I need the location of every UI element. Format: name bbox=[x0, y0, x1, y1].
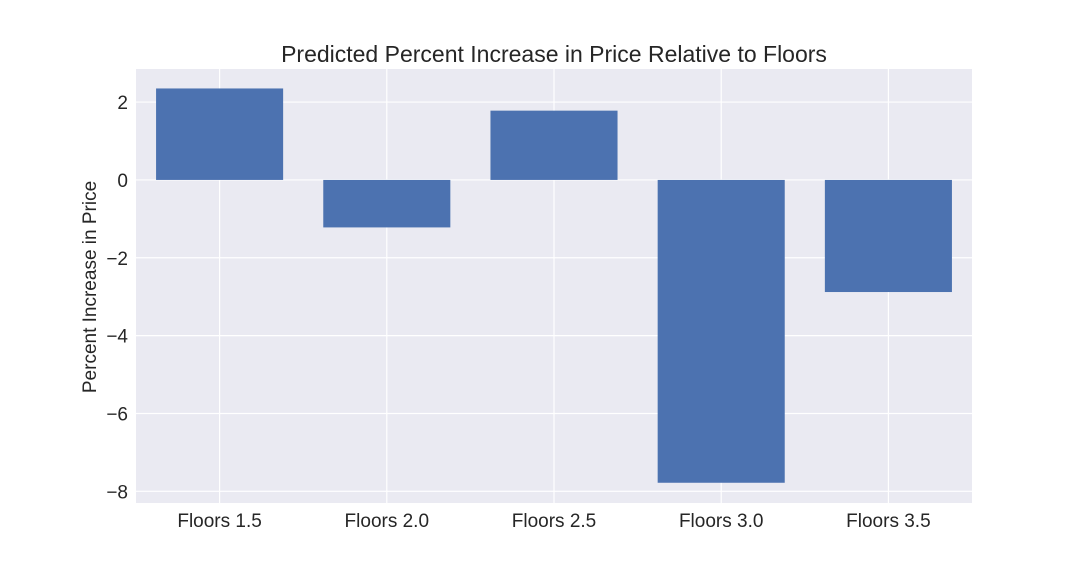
y-tick-label: 2 bbox=[117, 93, 128, 114]
bars bbox=[156, 88, 952, 483]
y-tick-labels: 2 0 −2 −4 −6 −8 bbox=[106, 93, 128, 503]
x-tick-label: Floors 2.0 bbox=[345, 511, 429, 532]
bar-floors-2-0 bbox=[323, 179, 451, 228]
bar-floors-2-5 bbox=[490, 110, 618, 180]
y-axis-label: Percent Increase in Price bbox=[80, 181, 101, 393]
y-tick-label: −8 bbox=[106, 482, 128, 503]
bar-floors-3-0 bbox=[657, 179, 785, 483]
y-tick-label: −6 bbox=[106, 404, 128, 425]
bar-floors-1-5 bbox=[156, 88, 284, 180]
y-tick-label: −4 bbox=[106, 327, 128, 348]
x-tick-label: Floors 1.5 bbox=[177, 511, 261, 532]
x-tick-label: Floors 3.5 bbox=[846, 511, 930, 532]
x-tick-label: Floors 3.0 bbox=[679, 511, 763, 532]
y-tick-label: −2 bbox=[106, 249, 128, 270]
chart-title: Predicted Percent Increase in Price Rela… bbox=[281, 41, 827, 67]
x-tick-label: Floors 2.5 bbox=[512, 511, 596, 532]
y-tick-label: 0 bbox=[117, 171, 128, 192]
bar-floors-3-5 bbox=[824, 179, 952, 293]
x-tick-labels: Floors 1.5 Floors 2.0 Floors 2.5 Floors 3.0… bbox=[177, 511, 930, 532]
